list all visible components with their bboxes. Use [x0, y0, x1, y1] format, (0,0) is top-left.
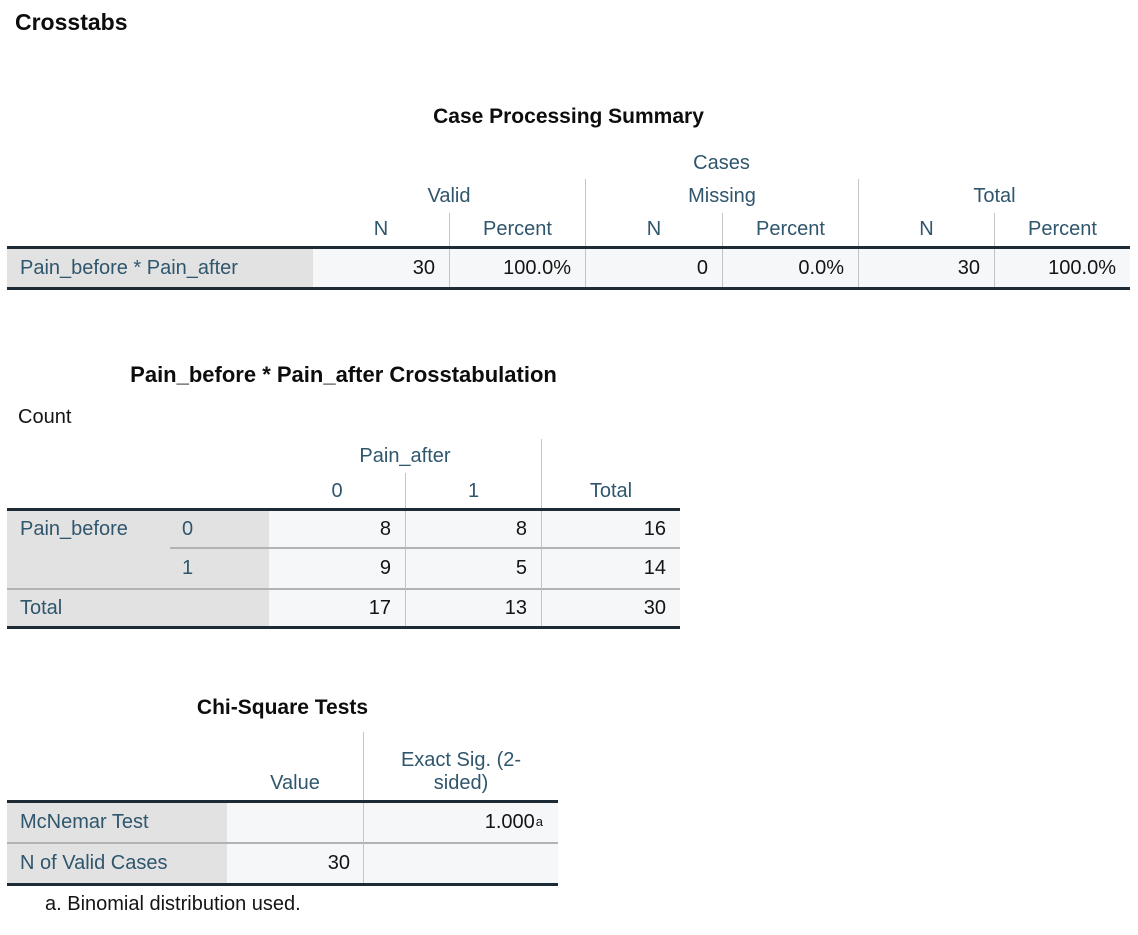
crosstabulation-table[interactable]: Pain_before * Pain_after Crosstabulation… [7, 361, 680, 629]
case-processing-header: Cases Valid Missing Total N Percent N Pe… [7, 147, 1130, 246]
spacer-cell [7, 147, 313, 179]
chi-square-body: McNemar Test 1.000 a N of Valid Cases 30 [7, 800, 558, 886]
col-header-cat-0: 0 [331, 480, 343, 502]
case-processing-body: Pain_before * Pain_after 30 100.0% 0 0.0… [7, 246, 1130, 290]
count-1-total: 14 [541, 549, 680, 588]
n-valid-cases-exact-sig [363, 844, 558, 883]
col-header-total-n: N [858, 213, 994, 246]
mcnemar-exact-sig-value: 1.000 [484, 811, 535, 833]
cps-missing-percent-value: 0.0% [722, 249, 858, 287]
row-cat-0-label: 0 [170, 511, 269, 549]
n-valid-cases-label: N of Valid Cases [7, 844, 227, 883]
col-header-total: Total [541, 439, 680, 508]
col-header-total-percent: Percent [994, 213, 1130, 246]
count-0-1: 8 [405, 511, 541, 549]
total-count-0: 17 [269, 588, 405, 626]
col-var-label: Pain_after [359, 444, 451, 467]
total-row-label: Total [7, 588, 269, 626]
mcnemar-exact-sig: 1.000 a [363, 803, 558, 844]
crosstab-body: Pain_before 0 8 8 16 1 9 5 14 Total 17 1… [7, 508, 680, 629]
crosstab-layer-label: Count [18, 406, 72, 428]
spacer-cell [7, 213, 313, 246]
count-0-0: 8 [269, 511, 405, 549]
total-count-1: 13 [405, 588, 541, 626]
cases-spanner-label: Cases [693, 151, 750, 174]
case-processing-title: Case Processing Summary [433, 105, 704, 128]
cps-row-label: Pain_before * Pain_after [7, 249, 313, 287]
count-0-total: 16 [541, 511, 680, 549]
count-1-0: 9 [269, 549, 405, 588]
table-footnote: a. Binomial distribution used. [45, 893, 301, 915]
report-title: Crosstabs [15, 9, 128, 35]
row-var-label: Pain_before [7, 511, 170, 588]
spacer-cell [7, 179, 313, 213]
col-header-exact-sig-text: Exact Sig. (2-sided) [400, 749, 522, 794]
col-header-value: Value [270, 772, 320, 794]
chi-square-header: Value Exact Sig. (2-sided) [7, 732, 558, 800]
cps-total-n-value: 30 [858, 249, 994, 287]
col-header-valid-percent: Percent [449, 213, 585, 246]
total-count-total: 30 [541, 588, 680, 626]
col-header-valid-n: N [373, 218, 389, 240]
cps-valid-n-value: 30 [313, 249, 449, 287]
crosstab-title: Pain_before * Pain_after Crosstabulation [130, 362, 557, 387]
case-processing-summary-table[interactable]: Case Processing Summary Cases Valid Miss… [7, 103, 1130, 290]
cps-total-percent-value: 100.0% [994, 249, 1130, 287]
mcnemar-value [227, 803, 363, 844]
count-1-1: 5 [405, 549, 541, 588]
spacer-cell [7, 732, 227, 800]
col-header-missing-n: N [585, 213, 722, 246]
row-cat-1-label: 1 [170, 549, 269, 588]
group-label-total: Total [858, 179, 1130, 213]
cps-missing-n-value: 0 [585, 249, 722, 287]
spacer-cell [7, 473, 269, 508]
col-header-cat-1: 1 [405, 473, 541, 508]
group-label-missing: Missing [585, 179, 858, 213]
col-header-exact-sig: Exact Sig. (2-sided) [363, 732, 558, 800]
chi-square-tests-table[interactable]: Chi-Square Tests Value Exact Sig. (2-sid… [7, 694, 558, 917]
crosstab-header: Pain_after Total 0 1 [7, 439, 680, 508]
group-label-valid: Valid [427, 184, 471, 207]
chi-square-title: Chi-Square Tests [196, 696, 369, 719]
spacer-cell [7, 439, 269, 473]
n-valid-cases-value: 30 [227, 844, 363, 883]
cps-valid-percent-value: 100.0% [449, 249, 585, 287]
col-header-missing-percent: Percent [722, 213, 858, 246]
mcnemar-row-label: McNemar Test [7, 803, 227, 844]
